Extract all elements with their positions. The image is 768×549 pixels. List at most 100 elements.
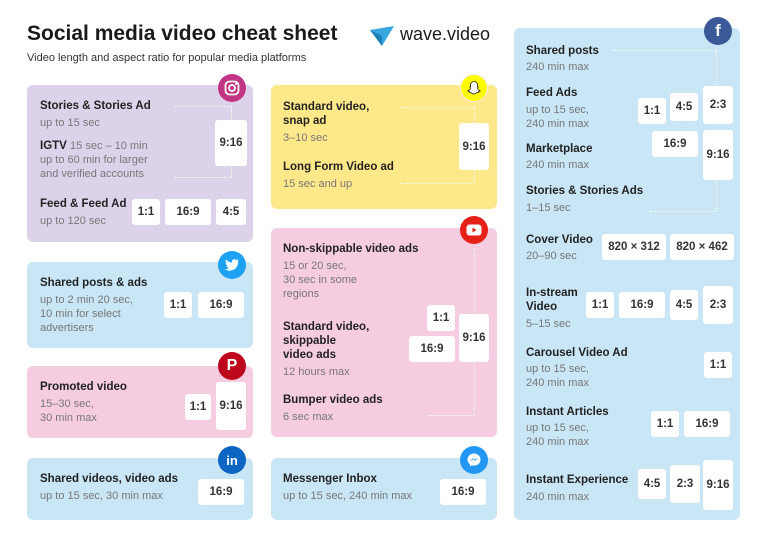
ratio-badge: 16:9 [440,479,486,505]
youtube-nonskippable-title: Non-skippable video ads [283,243,419,255]
dotted-connector [612,50,716,51]
wave-logo-icon [370,26,394,46]
instagram-icon [218,74,246,102]
facebook-instream-title: In-stream [526,287,578,299]
ratio-badge: 2:3 [703,286,733,324]
facebook-feed-length: up to 15 sec, [526,104,589,116]
ratio-badge: 16:9 [198,479,244,505]
dotted-connector [428,415,474,416]
twitter-length: up to 2 min 20 sec, [40,294,133,306]
messenger-length: up to 15 sec, 240 min max [283,490,413,502]
dotted-connector [474,248,475,314]
dotted-connector [400,183,474,184]
pinterest-length: 15–30 sec, [40,398,94,410]
facebook-shared-length: 240 min max [526,61,589,73]
dotted-connector [400,107,474,108]
ratio-badge: 9:16 [216,382,246,430]
facebook-carousel-length: 240 min max [526,377,589,389]
ratio-badge: 1:1 [427,305,455,331]
youtube-skippable-length: 12 hours max [283,366,350,378]
facebook-cover-title: Cover Video [526,234,593,246]
facebook-articles-length: 240 min max [526,436,589,448]
ratio-badge: 16:9 [165,199,211,225]
ratio-badge: 4:5 [670,93,698,121]
dotted-connector [716,50,717,86]
ratio-badge: 9:16 [215,120,247,166]
ratio-badge: 9:16 [703,130,733,180]
facebook-stories-title: Stories & Stories Ads [526,185,644,197]
instagram-feed-title: Feed & Feed Ad [40,198,127,210]
ratio-badge: 16:9 [684,411,730,437]
facebook-feed-title: Feed Ads [526,87,578,99]
ratio-badge: 820 × 462 [670,234,734,260]
youtube-icon [460,216,488,244]
ratio-badge: 1:1 [704,352,732,378]
linkedin-icon: in [218,446,246,474]
ratio-badge: 16:9 [652,131,698,157]
youtube-bumper-title: Bumper video ads [283,394,383,406]
snapchat-longform-title: Long Form Video ad [283,161,394,173]
dotted-connector [650,211,716,212]
ratio-badge: 1:1 [164,292,192,318]
pinterest-promoted-title: Promoted video [40,381,127,393]
instagram-igtv-length: 15 sec – 10 min [70,140,148,152]
facebook-instream-length: 5–15 sec [526,318,571,330]
ratio-badge: 9:16 [459,314,489,362]
snapchat-longform-length: 15 sec and up [283,178,353,190]
facebook-shared-title: Shared posts [526,45,599,57]
twitter-length: 10 min for select [40,308,121,320]
twitter-shared-title: Shared posts & ads [40,277,148,289]
pinterest-card [27,366,253,438]
brand-logo [368,24,396,48]
ratio-badge: 820 × 312 [602,234,666,260]
page-subtitle: Video length and aspect ratio for popula… [27,52,307,64]
facebook-instream-title: Video [526,301,558,313]
snapchat-standard-title: Standard video, [283,101,370,113]
ratio-badge: 1:1 [638,98,666,124]
dotted-connector [474,362,475,415]
twitter-length: advertisers [40,322,94,334]
youtube-skippable-title: video ads [283,349,337,361]
messenger-inbox-title: Messenger Inbox [283,473,377,485]
facebook-card [514,28,740,520]
messenger-icon [460,446,488,474]
ratio-badge: 16:9 [619,292,665,318]
youtube-nonskippable-length: 15 or 20 sec, [283,260,347,272]
instagram-igtv-title: IGTV 15 sec – 10 min [40,140,148,152]
facebook-carousel-title: Carousel Video Ad [526,347,628,359]
facebook-articles-title: Instant Articles [526,406,609,418]
pinterest-icon: P [218,352,246,380]
ratio-badge: 9:16 [459,123,489,170]
facebook-stories-length: 1–15 sec [526,202,571,214]
dotted-connector [231,106,232,120]
facebook-marketplace-length: 240 min max [526,159,589,171]
dotted-connector [474,170,475,183]
ratio-badge: 1:1 [185,394,211,420]
instagram-igtv-detail: up to 60 min for larger [40,154,148,166]
dotted-connector [716,180,717,211]
facebook-articles-length: up to 15 sec, [526,422,589,434]
page-title: Social media video cheat sheet [27,22,338,45]
instagram-igtv-detail: and verified accounts [40,168,144,180]
facebook-cover-length: 20–90 sec [526,250,577,262]
instagram-stories-length: up to 15 sec [40,117,100,129]
linkedin-length: up to 15 sec, 30 min max [40,490,163,502]
ratio-badge: 9:16 [703,460,733,510]
facebook-carousel-length: up to 15 sec, [526,363,589,375]
snapchat-standard-title: snap ad [283,115,327,127]
twitter-icon [218,251,246,279]
youtube-bumper-length: 6 sec max [283,411,334,423]
ratio-badge: 16:9 [198,292,244,318]
instagram-stories-title: Stories & Stories Ad [40,100,151,112]
dotted-connector [175,106,231,107]
ratio-badge: 4:5 [638,469,666,499]
brand-name: wave.video [400,24,491,44]
ratio-badge: 1:1 [651,411,679,437]
ratio-badge: 16:9 [409,336,455,362]
facebook-experience-title: Instant Experience [526,474,629,486]
snapchat-standard-length: 3–10 sec [283,132,328,144]
dotted-connector [175,177,231,178]
ratio-badge: 2:3 [703,86,733,124]
youtube-skippable-title: Standard video, [283,321,370,333]
instagram-feed-length: up to 120 sec [40,215,107,227]
